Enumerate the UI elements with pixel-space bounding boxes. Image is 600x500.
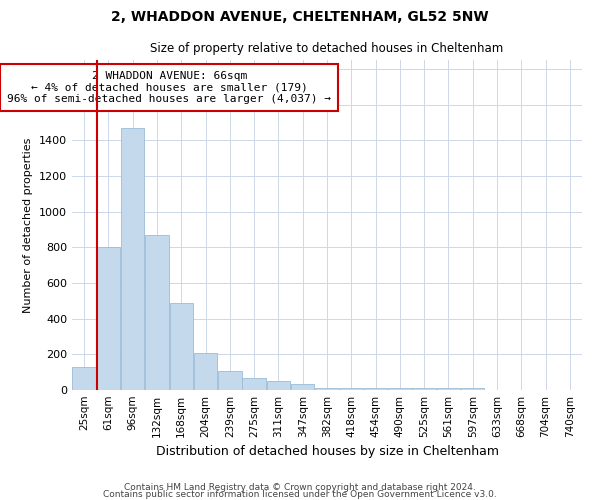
Bar [388, 388, 412, 390]
Bar [170, 302, 193, 390]
Bar [218, 372, 242, 390]
Text: 2 WHADDON AVENUE: 66sqm
← 4% of detached houses are smaller (179)
96% of semi-de: 2 WHADDON AVENUE: 66sqm ← 4% of detached… [7, 70, 331, 104]
Bar [291, 384, 314, 390]
Bar [194, 354, 217, 390]
Text: 2, WHADDON AVENUE, CHELTENHAM, GL52 5NW: 2, WHADDON AVENUE, CHELTENHAM, GL52 5NW [111, 10, 489, 24]
Bar [461, 388, 484, 390]
Bar [97, 248, 120, 390]
Bar [121, 128, 145, 390]
Bar [315, 388, 339, 390]
Text: Contains HM Land Registry data © Crown copyright and database right 2024.: Contains HM Land Registry data © Crown c… [124, 484, 476, 492]
X-axis label: Distribution of detached houses by size in Cheltenham: Distribution of detached houses by size … [155, 446, 499, 458]
Bar [364, 388, 388, 390]
Bar [242, 378, 266, 390]
Bar [437, 388, 460, 390]
Bar [73, 367, 96, 390]
Text: Contains public sector information licensed under the Open Government Licence v3: Contains public sector information licen… [103, 490, 497, 499]
Title: Size of property relative to detached houses in Cheltenham: Size of property relative to detached ho… [151, 42, 503, 54]
Bar [266, 381, 290, 390]
Bar [412, 388, 436, 390]
Bar [340, 388, 363, 390]
Bar [145, 235, 169, 390]
Y-axis label: Number of detached properties: Number of detached properties [23, 138, 34, 312]
